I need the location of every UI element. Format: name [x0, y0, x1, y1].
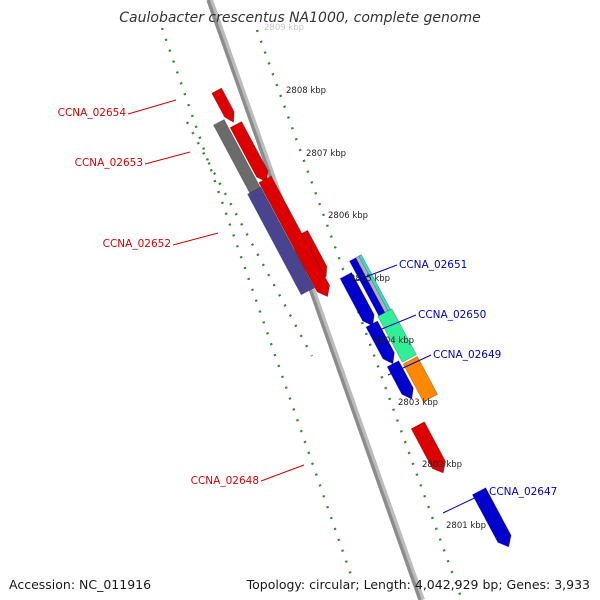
- gene-leader-line-13: [371, 314, 417, 334]
- genome-backbone: [206, 0, 422, 600]
- scale-label-4: 2806 kbp: [328, 211, 368, 221]
- gene-label-11: CCNA_02651: [399, 259, 467, 271]
- gene-label-14: CCNA_02649: [433, 349, 501, 361]
- gene-arrow-5: [247, 186, 315, 296]
- gene-arrow-2: [211, 87, 235, 124]
- gene-arrow-9: [386, 360, 414, 400]
- gene-label-13: CCNA_02650: [418, 309, 486, 321]
- accession-text: Accession: NC_011916: [9, 577, 152, 592]
- scale-label-7: 2803 kbp: [398, 398, 438, 408]
- scale-label-3: 2807 kbp: [306, 149, 346, 159]
- gene-arrow-15: [410, 421, 447, 474]
- scale-label-1: 2809 kbp: [264, 23, 304, 33]
- gene-leader-line-14: [387, 354, 432, 376]
- gene-arrow-6: [258, 175, 331, 298]
- gene-leader-line-15: [260, 464, 305, 482]
- gene-arrow-16: [471, 487, 512, 548]
- gene-arrow-8: [365, 320, 395, 365]
- gene-label-3: CCNA_02653: [75, 157, 143, 169]
- scale-tick-line-1: [160, 27, 354, 579]
- gene-arrow-13: [377, 308, 417, 363]
- scale-label-2: 2808 kbp: [286, 86, 326, 96]
- gene-leader-line-11: [343, 264, 398, 286]
- gene-label-15: CCNA_02648: [191, 475, 259, 487]
- gene-arrow-7: [339, 271, 375, 327]
- gene-label-5: CCNA_02652: [103, 238, 171, 250]
- scale-label-8: 2802 kbp: [422, 460, 462, 470]
- genome-backbone-shadow: [207, 0, 425, 600]
- scale-label-5: 2805 kbp: [350, 274, 390, 284]
- gene-leader-line-3: [144, 151, 191, 165]
- gene-arrow-14: [402, 355, 439, 403]
- gene-leader-line-2: [127, 99, 177, 115]
- map-title: Caulobacter crescentus NA1000, complete …: [119, 10, 481, 26]
- gene-leader-line-5: [172, 232, 219, 246]
- gene-label-16: CCNA_02647: [489, 486, 557, 498]
- genome-summary-text: Topology: circular; Length: 4,042,929 bp…: [246, 577, 590, 592]
- scale-label-9: 2801 kbp: [446, 521, 486, 531]
- gene-leader-line-16: [442, 491, 488, 514]
- gene-arrow-4: [229, 120, 269, 183]
- gene-label-2: CCNA_02654: [58, 107, 127, 119]
- scale-label-6: 2804 kbp: [374, 336, 414, 346]
